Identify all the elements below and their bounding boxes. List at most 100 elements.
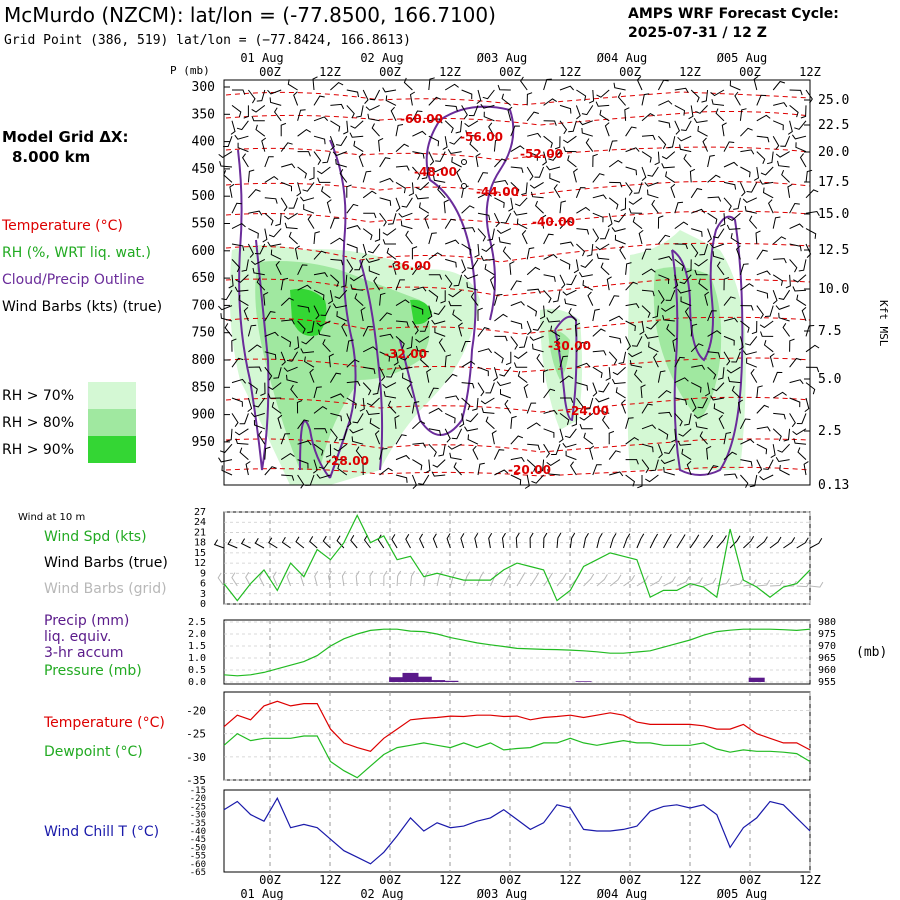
wind-barb-true — [756, 536, 768, 549]
wind-barb — [412, 442, 427, 448]
wind-barb — [361, 243, 367, 258]
wind-barb — [312, 76, 318, 91]
wind-barb — [379, 177, 394, 183]
wind-barb — [740, 305, 754, 311]
wind-barb — [608, 315, 624, 322]
wind-barb — [428, 289, 439, 302]
wind-barb — [581, 105, 594, 116]
wind-barb — [313, 116, 329, 122]
grid-point-label: Grid Point (386, 519) lat/lon = (−77.842… — [4, 33, 411, 48]
wind-chill-tick: -30 — [190, 811, 206, 821]
top-hour-label: 12Z — [679, 65, 701, 79]
wind-barb — [592, 382, 598, 397]
wind-barb — [504, 399, 512, 414]
wind-barb — [362, 89, 369, 104]
wind-barb — [280, 297, 294, 306]
wind-barb-true — [488, 532, 493, 549]
wind-barb-true — [254, 537, 265, 549]
wind-barb — [231, 202, 242, 214]
wind-barb-grid — [341, 570, 346, 587]
wind-barb — [476, 89, 482, 104]
wind-barb — [316, 473, 331, 479]
height-tick: 2.5 — [818, 424, 841, 439]
wind-barb — [221, 465, 233, 476]
wind-barb — [576, 89, 587, 101]
wind-barb — [549, 173, 561, 183]
wind-barb — [576, 397, 584, 412]
wind-barb — [781, 170, 790, 183]
wind-barb — [690, 343, 704, 353]
wind-barb — [472, 397, 479, 411]
top-hour-label: 00Z — [739, 65, 761, 79]
bottom-hour-label: 12Z — [799, 873, 821, 887]
temperature-contour-label: -44.00 — [476, 185, 519, 199]
wind-barb — [770, 444, 776, 459]
wind-barb — [412, 130, 427, 137]
wind-barb — [477, 228, 487, 242]
wind-barb — [433, 175, 446, 183]
wind-barb — [526, 92, 533, 106]
wind-barb — [362, 190, 377, 199]
wind-barb — [567, 155, 577, 168]
wind-barb — [494, 197, 505, 208]
wind-barb — [777, 443, 790, 453]
top-hour-label: 00Z — [499, 65, 521, 79]
wind-barb — [485, 416, 495, 430]
wind-barb — [470, 292, 479, 306]
wind-barb — [401, 197, 413, 208]
wind-barb — [273, 367, 282, 379]
wind-barb — [428, 407, 443, 414]
wind-barb — [650, 459, 659, 472]
wind-barb — [405, 230, 413, 245]
wind-barb — [442, 136, 448, 151]
wind-barb — [232, 89, 246, 95]
wind-barb — [750, 368, 758, 383]
wind-barb — [247, 243, 255, 258]
top-date-label: 02 Aug — [360, 51, 403, 65]
wind-chill-tick: -35 — [190, 819, 206, 829]
wind-barb — [600, 228, 610, 240]
cycle-label: AMPS WRF Forecast Cycle: — [628, 6, 839, 22]
wind-barb — [379, 212, 387, 227]
wind-barb — [543, 233, 554, 245]
height-tick: 15.0 — [818, 207, 849, 222]
wind-barb — [789, 202, 800, 214]
wind-barb — [517, 371, 528, 383]
wind-barb — [690, 382, 702, 393]
wind-barb — [563, 135, 577, 144]
wind-barb — [453, 462, 462, 476]
wind-barb — [368, 243, 380, 254]
wind-barb — [633, 369, 643, 383]
wind-barb — [658, 256, 673, 261]
wind-barb — [263, 291, 269, 306]
wind-barb — [707, 330, 722, 337]
top-hour-label: 00Z — [619, 65, 641, 79]
temperature-isotherm — [225, 357, 811, 373]
wind-barb — [219, 443, 233, 454]
wind-barb — [382, 87, 397, 93]
wind-barb — [363, 212, 377, 219]
wind-chill-tick: -65 — [190, 868, 206, 878]
wind-barb-grid — [245, 572, 252, 587]
wind-barb — [463, 274, 479, 280]
wind-barb — [304, 356, 315, 368]
wind-barb — [313, 95, 325, 106]
pressure-tick: 650 — [192, 271, 215, 286]
wind-barb — [773, 258, 787, 264]
wind-barb — [628, 208, 643, 214]
wind-barb — [746, 358, 757, 368]
wind-barb — [568, 120, 577, 133]
temperature-line — [223, 700, 811, 752]
wind-barb — [585, 138, 594, 152]
wind-barb — [346, 259, 354, 273]
wind-barb — [576, 206, 591, 214]
wind-barb-true — [460, 533, 465, 549]
wind-chill-tick: -55 — [190, 852, 206, 862]
wind-barb — [592, 464, 602, 476]
wind-barb — [461, 341, 471, 352]
wind-barb — [740, 166, 751, 178]
wind-barb — [744, 205, 757, 214]
wind-barb — [297, 320, 306, 334]
wind-barb — [264, 331, 279, 337]
temp-tick: -25 — [186, 728, 206, 741]
